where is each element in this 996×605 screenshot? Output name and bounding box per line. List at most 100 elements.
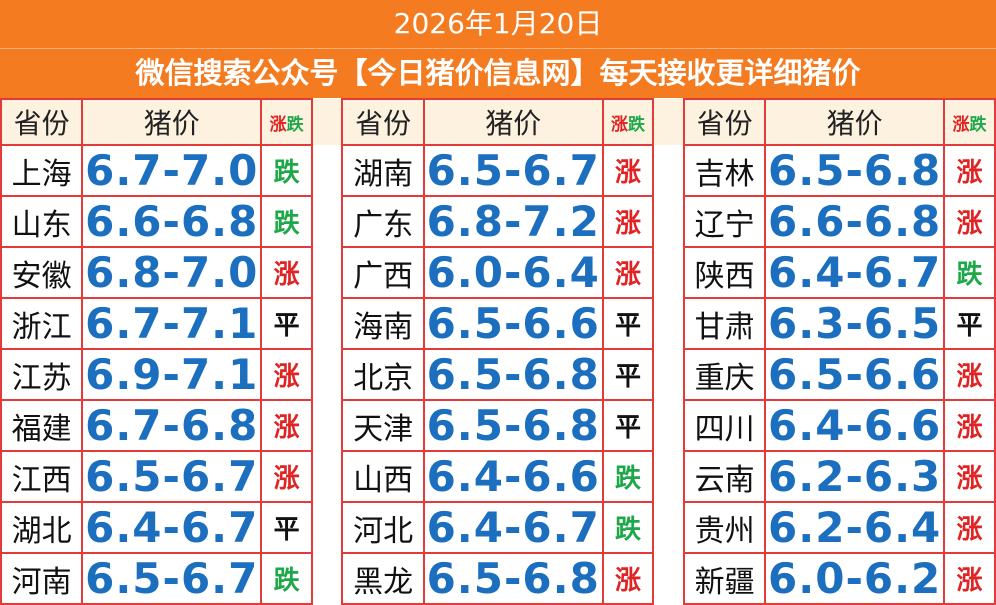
spacer: [311, 553, 343, 604]
column-header: 省份: [341, 98, 425, 146]
price-table: 省份 猪价 涨跌 省份 猪价 涨跌 省份 猪价 涨跌 上海 6.7-7.0 跌湖南 6.5-6.7 涨吉林…: [0, 98, 996, 605]
trend: 涨: [260, 399, 313, 452]
province: 重庆: [682, 348, 767, 401]
price: 6.5-6.7: [81, 552, 263, 605]
province: 湖南: [341, 144, 425, 197]
price: 6.4-6.6: [422, 450, 604, 503]
spacer: [653, 145, 684, 196]
trend: 涨: [601, 246, 655, 299]
spacer: [653, 99, 684, 145]
price: 6.5-6.8: [764, 144, 946, 197]
province: 新疆: [682, 552, 767, 605]
data-row: 湖北 6.4-6.7 平河北 6.4-6.7 跌贵州 6.2-6.4 涨: [0, 501, 996, 554]
spacer: [653, 553, 684, 604]
province: 湖北: [0, 501, 84, 554]
trend: 跌: [601, 450, 655, 503]
spacer: [311, 451, 343, 502]
price: 6.8-7.2: [422, 195, 604, 248]
province: 辽宁: [682, 195, 767, 248]
price: 6.4-6.7: [81, 501, 263, 554]
column-header-down: 跌: [286, 114, 304, 135]
column-header-up: 涨: [269, 114, 287, 135]
trend: 涨: [943, 195, 996, 248]
trend: 平: [601, 348, 655, 401]
trend: 涨: [943, 501, 996, 554]
province: 上海: [0, 144, 84, 197]
column-header: 省份: [0, 98, 84, 146]
province: 河北: [341, 501, 425, 554]
province: 云南: [682, 450, 767, 503]
column-header-up: 涨: [611, 114, 629, 135]
data-row: 安徽 6.8-7.0 涨广西 6.0-6.4 涨陕西 6.4-6.7 跌: [0, 246, 996, 299]
spacer: [653, 298, 684, 349]
trend: 平: [943, 297, 996, 350]
province: 北京: [341, 348, 425, 401]
column-header: 猪价: [422, 98, 604, 146]
subtitle: 微信搜索公众号【今日猪价信息网】每天接收更详细猪价: [0, 49, 996, 98]
price: 6.7-7.0: [81, 144, 263, 197]
province: 江西: [0, 450, 84, 503]
spacer: [311, 196, 343, 247]
province: 广东: [341, 195, 425, 248]
trend: 平: [260, 501, 313, 554]
data-row: 河南 6.5-6.7 跌黑龙 6.5-6.8 涨新疆 6.0-6.2 涨: [0, 552, 996, 605]
column-header: 涨跌: [943, 98, 996, 146]
header-row: 省份 猪价 涨跌 省份 猪价 涨跌 省份 猪价 涨跌: [0, 98, 996, 146]
trend: 涨: [601, 195, 655, 248]
column-header: 省份: [682, 98, 767, 146]
province: 安徽: [0, 246, 84, 299]
spacer: [311, 349, 343, 400]
data-row: 山东 6.6-6.8 跌广东 6.8-7.2 涨辽宁 6.6-6.8 涨: [0, 195, 996, 248]
price: 6.5-6.8: [422, 552, 604, 605]
price: 6.7-7.1: [81, 297, 263, 350]
trend: 涨: [601, 552, 655, 605]
province: 天津: [341, 399, 425, 452]
spacer: [653, 400, 684, 451]
spacer: [311, 247, 343, 298]
trend: 涨: [260, 246, 313, 299]
trend: 涨: [943, 399, 996, 452]
price: 6.4-6.7: [422, 501, 604, 554]
spacer: [653, 349, 684, 400]
price: 6.2-6.4: [764, 501, 946, 554]
data-row: 浙江 6.7-7.1 平海南 6.5-6.6 平甘肃 6.3-6.5 平: [0, 297, 996, 350]
spacer: [653, 196, 684, 247]
spacer: [653, 247, 684, 298]
price: 6.5-6.6: [764, 348, 946, 401]
province: 黑龙: [341, 552, 425, 605]
price: 6.5-6.8: [422, 399, 604, 452]
province: 陕西: [682, 246, 767, 299]
spacer: [653, 502, 684, 553]
price: 6.3-6.5: [764, 297, 946, 350]
price: 6.5-6.6: [422, 297, 604, 350]
province: 海南: [341, 297, 425, 350]
trend: 跌: [943, 246, 996, 299]
price: 6.7-6.8: [81, 399, 263, 452]
province: 山东: [0, 195, 84, 248]
spacer: [653, 451, 684, 502]
price: 6.5-6.7: [81, 450, 263, 503]
column-header: 猪价: [81, 98, 263, 146]
price: 6.0-6.4: [422, 246, 604, 299]
spacer: [311, 298, 343, 349]
spacer: [311, 145, 343, 196]
province: 江苏: [0, 348, 84, 401]
province: 四川: [682, 399, 767, 452]
price: 6.4-6.7: [764, 246, 946, 299]
price: 6.8-7.0: [81, 246, 263, 299]
trend: 涨: [943, 552, 996, 605]
price: 6.5-6.7: [422, 144, 604, 197]
column-header: 涨跌: [260, 98, 313, 146]
province: 浙江: [0, 297, 84, 350]
trend: 跌: [260, 144, 313, 197]
trend: 涨: [943, 450, 996, 503]
column-header: 涨跌: [601, 98, 655, 146]
data-row: 福建 6.7-6.8 涨天津 6.5-6.8 平四川 6.4-6.6 涨: [0, 399, 996, 452]
data-row: 江西 6.5-6.7 涨山西 6.4-6.6 跌云南 6.2-6.3 涨: [0, 450, 996, 503]
province: 贵州: [682, 501, 767, 554]
province: 山西: [341, 450, 425, 503]
price: 6.2-6.3: [764, 450, 946, 503]
trend: 平: [601, 297, 655, 350]
price: 6.6-6.8: [764, 195, 946, 248]
trend: 平: [601, 399, 655, 452]
